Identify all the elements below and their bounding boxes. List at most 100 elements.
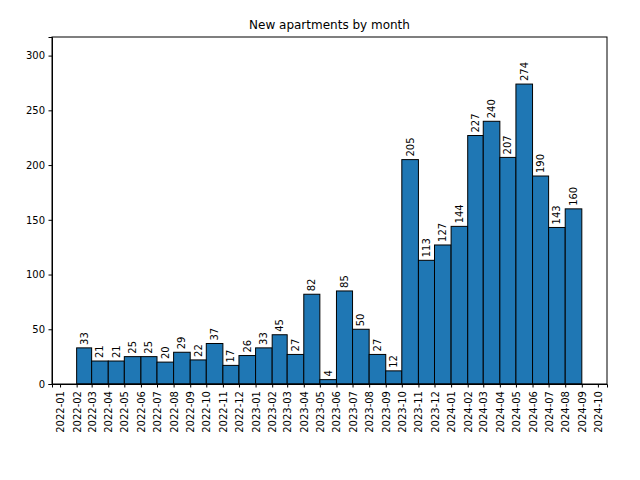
bar (206, 343, 223, 384)
y-tick-mark (49, 275, 53, 276)
x-tick-mark (320, 384, 321, 388)
bar (239, 356, 256, 384)
data-label: 45 (274, 319, 285, 332)
x-tick: 2023-09 (381, 384, 392, 433)
x-tick-mark (451, 384, 452, 388)
y-axis-line (49, 38, 53, 385)
data-label: 27 (290, 339, 301, 352)
data-label: 29 (176, 337, 187, 350)
x-tick-mark (369, 384, 370, 388)
bar (256, 348, 273, 384)
data-label: 190 (535, 154, 546, 173)
data-label: 160 (568, 187, 579, 206)
x-tick-mark (353, 384, 354, 388)
bar (124, 357, 141, 384)
x-tick: 2022-03 (87, 384, 98, 433)
x-tick-label: 2023-06 (331, 391, 342, 433)
data-label: 26 (242, 340, 253, 353)
y-tick-label: 250 (26, 105, 45, 116)
x-tick-label: 2024-09 (577, 391, 588, 433)
x-tick: 2024-07 (544, 384, 555, 433)
x-tick: 2022-05 (119, 384, 130, 433)
y-tick-label: 300 (26, 50, 45, 61)
x-tick-mark (598, 384, 599, 388)
x-tick-mark (516, 384, 517, 388)
x-tick-mark (336, 384, 337, 388)
x-tick-label: 2023-12 (430, 391, 441, 433)
x-tick-label: 2024-02 (463, 391, 474, 433)
x-tick-label: 2022-07 (152, 391, 163, 433)
data-label: 240 (486, 99, 497, 118)
x-tick-mark (565, 384, 566, 388)
x-tick-mark (190, 384, 191, 388)
plot-frame (52, 37, 607, 384)
bar (435, 245, 452, 384)
data-label: 25 (127, 341, 138, 354)
data-label: 85 (339, 275, 350, 288)
x-tick: 2023-06 (331, 384, 342, 433)
bars (77, 84, 582, 384)
bar (451, 226, 468, 384)
y-tick-mark (49, 329, 53, 330)
bar (402, 160, 419, 384)
data-label: 33 (258, 332, 269, 345)
y-tick: 300 (26, 50, 52, 61)
x-tick-label: 2022-03 (87, 391, 98, 433)
x-tick-label: 2023-11 (413, 391, 424, 433)
x-tick-label: 2024-06 (528, 391, 539, 433)
x-tick-label: 2024-04 (495, 391, 506, 433)
x-tick: 2023-01 (251, 384, 262, 433)
x-tick: 2023-10 (397, 384, 408, 433)
x-tick-mark (60, 384, 61, 388)
x-tick-mark (272, 384, 273, 388)
title: New apartments by month (249, 18, 410, 32)
x-tick-label: 2022-04 (103, 391, 114, 433)
bar (468, 136, 484, 384)
x-tick: 2022-12 (234, 384, 245, 433)
x-tick-mark (239, 384, 240, 388)
bar (353, 329, 370, 384)
bar (336, 291, 352, 384)
x-tick-mark (402, 384, 403, 388)
data-label: 12 (388, 355, 399, 368)
x-tick-mark (533, 384, 534, 388)
x-tick: 2022-08 (169, 384, 180, 433)
bar (108, 361, 124, 384)
x-tick-mark (304, 384, 305, 388)
x-tick-label: 2022-11 (218, 391, 229, 433)
x-tick: 2024-01 (446, 384, 457, 433)
chart: 2022-012022-022022-032022-042022-052022-… (0, 0, 640, 480)
x-tick-mark (108, 384, 109, 388)
x-tick-mark (582, 384, 583, 388)
x-tick-label: 2023-07 (348, 391, 359, 433)
data-label: 50 (355, 314, 366, 327)
data-label: 127 (437, 223, 448, 242)
x-tick-mark (206, 384, 207, 388)
x-tick-label: 2022-02 (72, 391, 83, 433)
data-label: 27 (372, 339, 383, 352)
data-label: 22 (193, 344, 204, 357)
bar (272, 335, 287, 384)
data-label: 17 (225, 350, 236, 363)
x-tick-mark (500, 384, 501, 388)
x-tick-mark (141, 384, 142, 388)
x-axis-line (53, 385, 608, 388)
x-tick-label: 2023-05 (315, 391, 326, 433)
data-label: 21 (111, 345, 122, 358)
x-tick-label: 2023-04 (299, 391, 310, 433)
y-tick-label: 0 (39, 379, 45, 390)
bar (287, 354, 304, 384)
x-tick-mark (174, 384, 175, 388)
y-tick-label: 200 (26, 160, 45, 171)
x-tick: 2023-05 (315, 384, 326, 433)
x-tick-label: 2022-10 (201, 391, 212, 433)
bar (500, 157, 516, 384)
x-tick-mark (386, 384, 387, 388)
x-tick: 2023-11 (413, 384, 424, 433)
bar (157, 362, 174, 384)
data-label: 20 (160, 346, 171, 359)
x-tick-label: 2023-01 (251, 391, 262, 433)
x-tick-mark (418, 384, 419, 388)
x-tick-label: 2023-03 (282, 391, 293, 433)
data-label: 113 (421, 238, 432, 257)
